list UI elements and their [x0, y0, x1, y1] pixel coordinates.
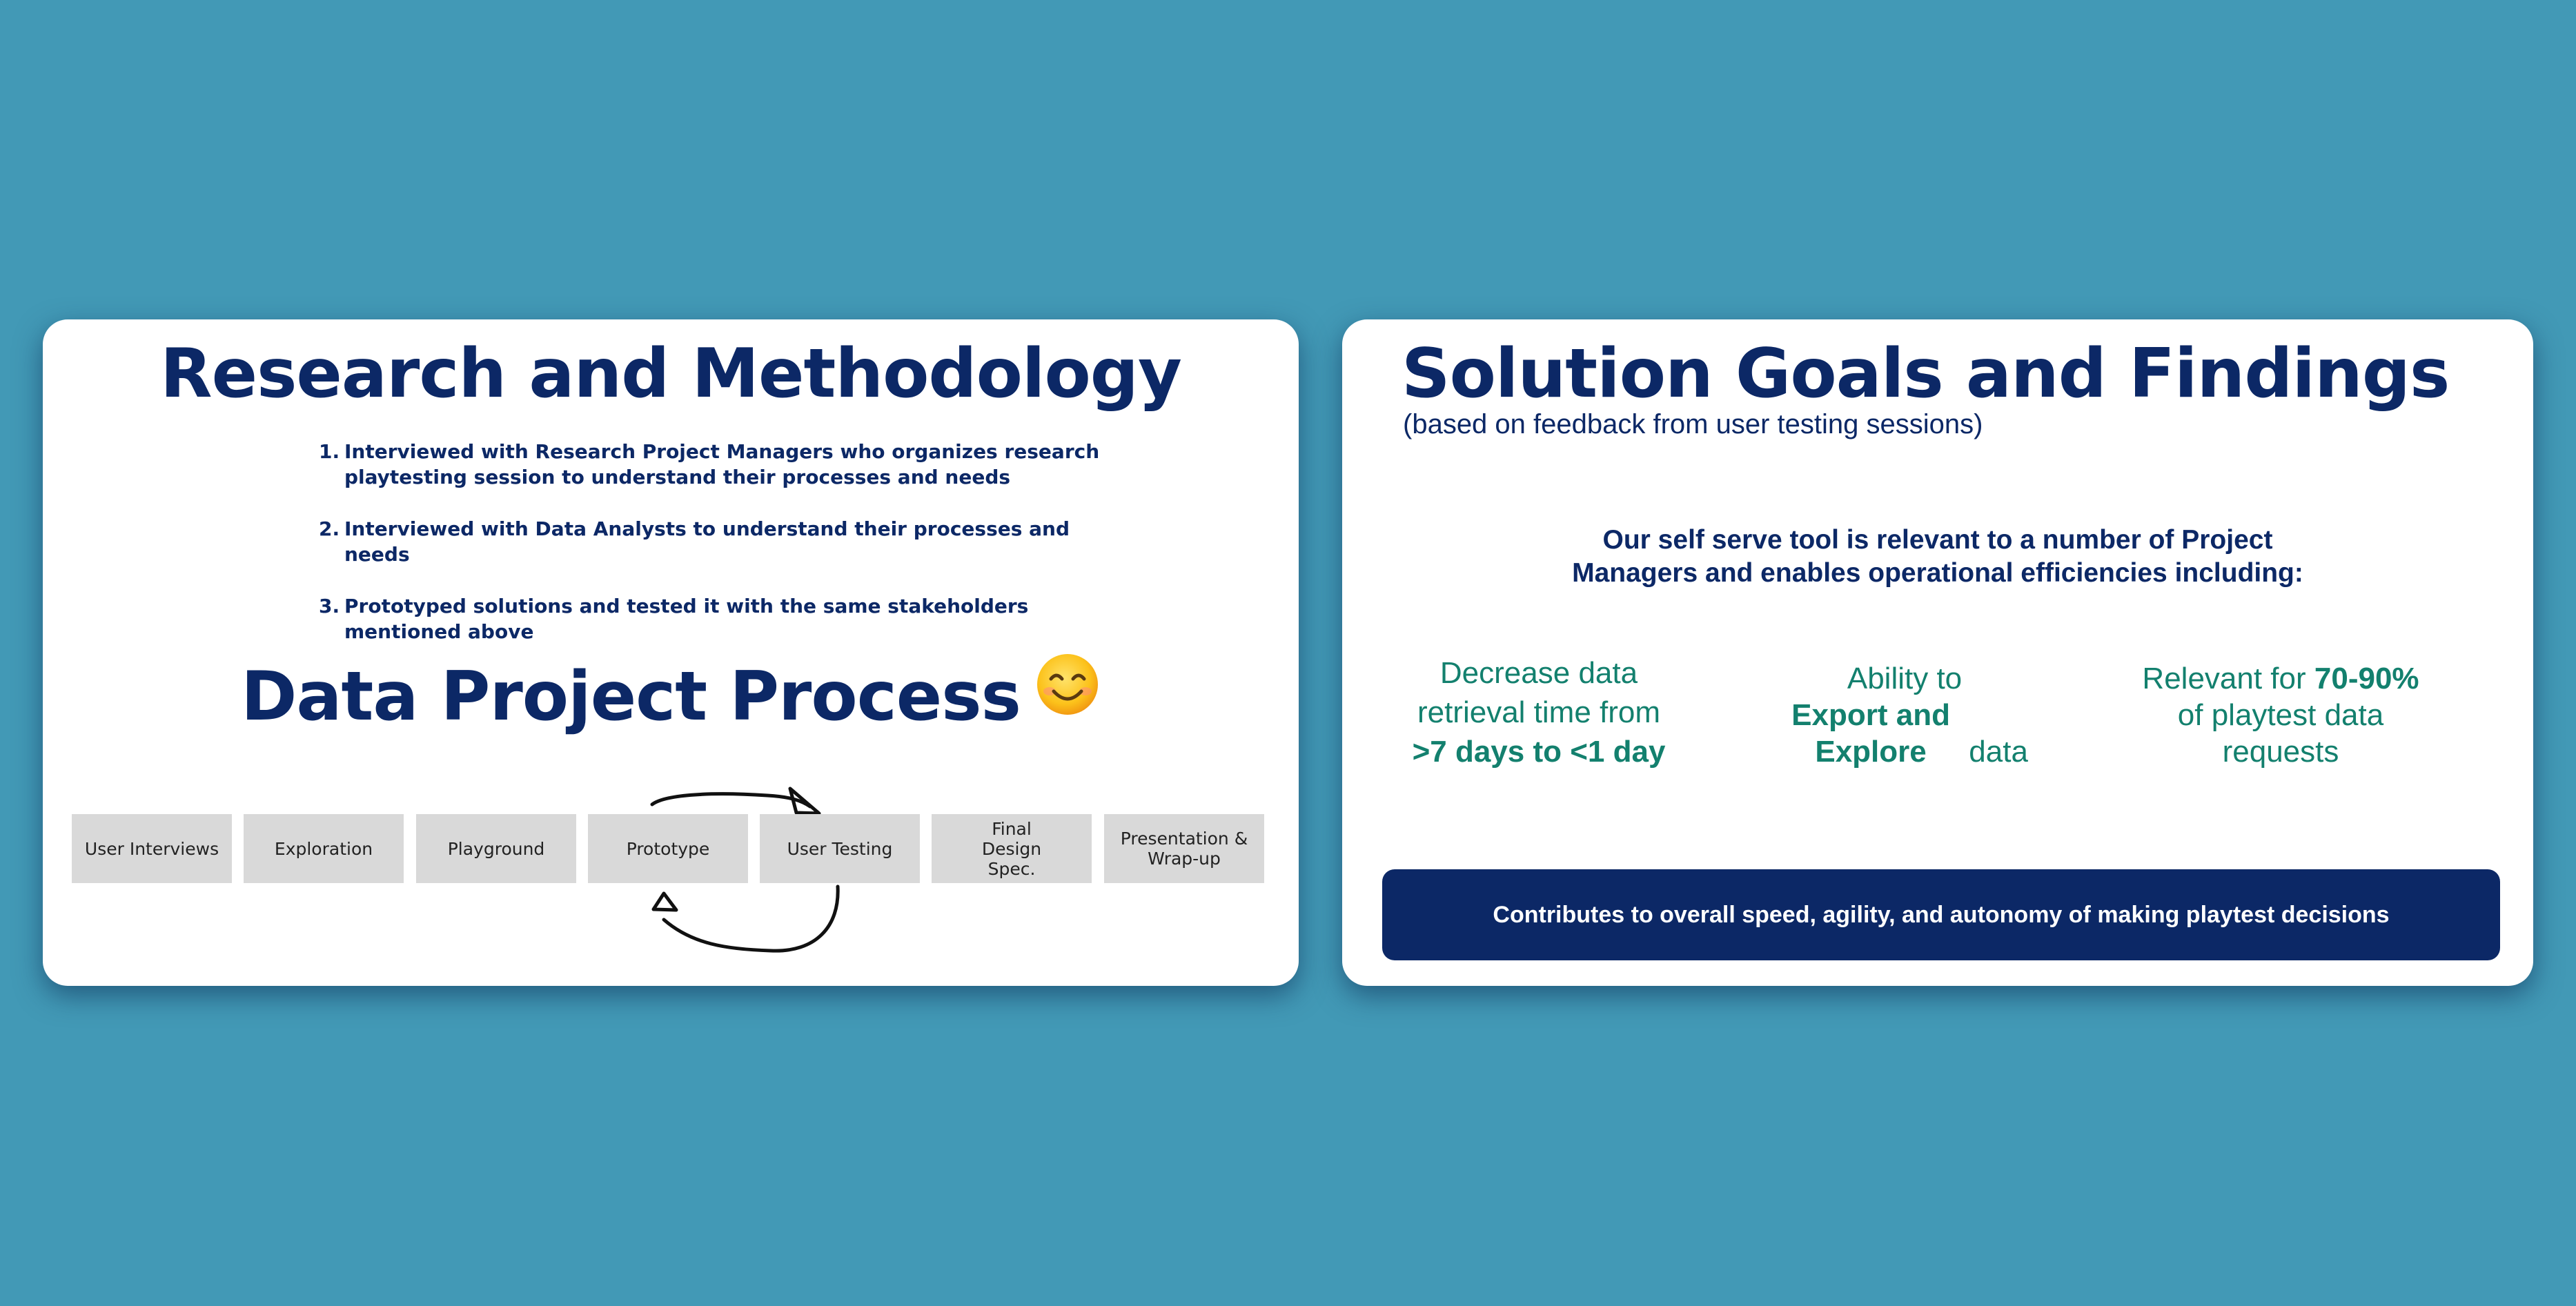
methodology-list: 1. Interviewed with Research Project Man…: [274, 439, 1102, 671]
list-number: 3.: [319, 595, 340, 617]
finding-line: Relevant for 70-90%: [2108, 660, 2453, 697]
methodology-item-2: 2. Interviewed with Data Analysts to und…: [274, 516, 1102, 567]
finding-text: Ability to: [1847, 662, 1963, 695]
finding-relevance: Relevant for 70-90% of playtest data req…: [2108, 660, 2453, 770]
finding-text: Relevant for: [2142, 662, 2306, 695]
list-number: 2.: [319, 517, 340, 540]
list-text: Interviewed with Research Project Manage…: [344, 440, 1100, 488]
step-user-testing: User Testing: [760, 814, 920, 883]
finding-retrieval-time: Decrease data retrieval time from >7 day…: [1390, 653, 1687, 771]
step-presentation-wrap-up: Presentation & Wrap-up: [1104, 814, 1264, 883]
step-exploration: Exploration: [244, 814, 404, 883]
smiling-face-icon: [1034, 651, 1101, 734]
finding-text: data: [1969, 735, 2028, 769]
research-methodology-slide: Research and Methodology 1. Interviewed …: [43, 319, 1299, 986]
finding-text: requests: [2222, 735, 2339, 769]
process-steps: User Interviews Exploration Playground P…: [72, 814, 1272, 883]
step-prototype: Prototype: [588, 814, 748, 883]
finding-highlight: 70-90%: [2314, 662, 2419, 695]
solution-subtitle: (based on feedback from user testing ses…: [1403, 409, 1983, 439]
list-text: Prototyped solutions and tested it with …: [344, 595, 1029, 643]
step-final-design-spec: Final Design Spec.: [932, 814, 1092, 883]
process-title: Data Project Process: [43, 654, 1299, 736]
finding-text: retrieval time from: [1417, 695, 1661, 729]
finding-text: Decrease data: [1439, 656, 1638, 690]
solution-title: Solution Goals and Findings: [1402, 335, 2450, 413]
step-label: Presentation & Wrap-up: [1120, 829, 1248, 869]
finding-text: of playtest data: [2177, 698, 2384, 732]
summary-banner: Contributes to overall speed, agility, a…: [1382, 869, 2500, 960]
process-title-text: Data Project Process: [241, 657, 1021, 736]
research-title: Research and Methodology: [160, 335, 1182, 413]
step-label: Final Design Spec.: [981, 818, 1042, 879]
finding-export-explore: Ability to Export and Explore data: [1756, 660, 2053, 770]
methodology-item-1: 1. Interviewed with Research Project Man…: [274, 439, 1102, 490]
banner-text: Contributes to overall speed, agility, a…: [1493, 901, 2390, 928]
step-playground: Playground: [416, 814, 576, 883]
intro-line: Managers and enables operational efficie…: [1572, 558, 2303, 588]
intro-statement: Our self serve tool is relevant to a num…: [1342, 524, 2533, 590]
list-number: 1.: [319, 440, 340, 463]
intro-line: Our self serve tool is relevant to a num…: [1602, 525, 2273, 555]
methodology-item-3: 3. Prototyped solutions and tested it wi…: [274, 593, 1102, 644]
finding-highlight: Export and Explore data: [1791, 698, 2028, 769]
step-user-interviews: User Interviews: [72, 814, 232, 883]
solution-goals-slide: Solution Goals and Findings (based on fe…: [1342, 319, 2533, 986]
finding-highlight: >7 days to <1 day: [1412, 735, 1666, 769]
list-text: Interviewed with Data Analysts to unders…: [344, 517, 1070, 566]
